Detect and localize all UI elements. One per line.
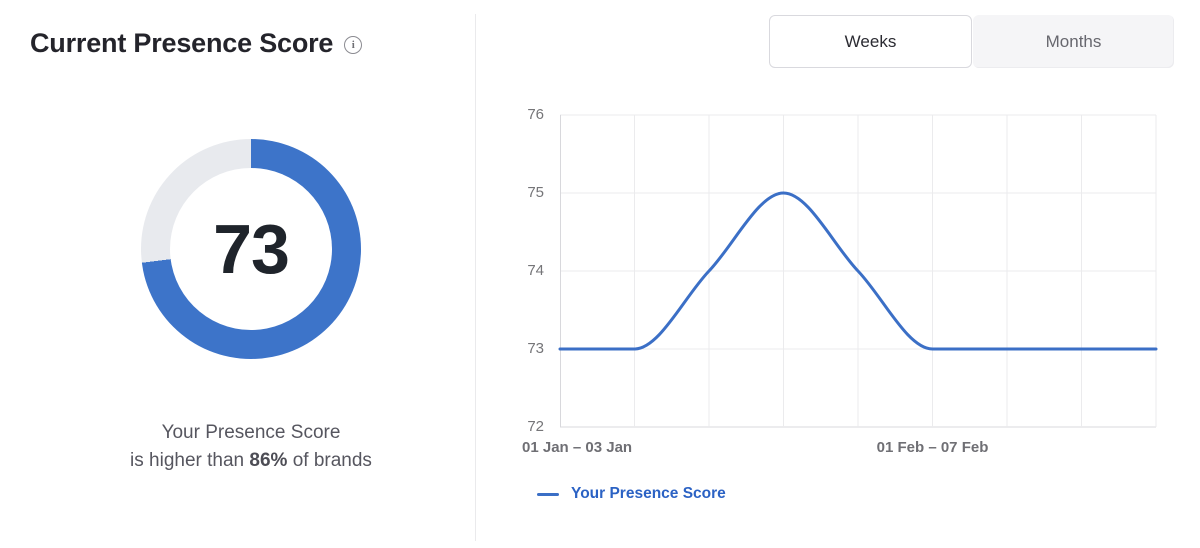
score-subtitle: Your Presence Score is higher than 86% o… bbox=[30, 419, 472, 474]
x-tick-label: 01 Jan – 03 Jan bbox=[522, 439, 633, 456]
line-chart bbox=[558, 114, 1158, 428]
presence-score-line bbox=[558, 191, 1158, 351]
info-icon[interactable]: i bbox=[344, 36, 363, 54]
y-tick-label: 72 bbox=[527, 418, 544, 435]
score-donut-hole: 73 bbox=[170, 168, 332, 330]
x-tick-label: 01 Feb – 07 Feb bbox=[876, 439, 989, 456]
tab-months[interactable]: Months bbox=[973, 15, 1174, 68]
y-tick-label: 74 bbox=[527, 262, 544, 279]
y-tick-label: 73 bbox=[527, 340, 544, 357]
subtitle-line2-suffix: of brands bbox=[287, 449, 372, 471]
title-row: Current Presence Score i bbox=[30, 28, 363, 59]
legend-label: Your Presence Score bbox=[571, 485, 726, 502]
score-value: 73 bbox=[213, 210, 290, 288]
y-tick-label: 75 bbox=[527, 184, 544, 201]
chart-legend: Your Presence Score bbox=[537, 485, 726, 503]
score-donut: 73 bbox=[141, 139, 361, 359]
subtitle-line2-prefix: is higher than bbox=[130, 449, 250, 471]
legend-line-swatch bbox=[537, 492, 559, 496]
y-tick-label: 76 bbox=[527, 106, 544, 123]
tab-weeks[interactable]: Weeks bbox=[769, 15, 972, 68]
period-tabs: Weeks Months bbox=[769, 15, 1174, 68]
subtitle-line1: Your Presence Score bbox=[161, 422, 341, 443]
page-title: Current Presence Score bbox=[30, 28, 334, 58]
tab-months-label: Months bbox=[1045, 31, 1102, 51]
line-chart-svg bbox=[558, 114, 1158, 428]
panel-divider bbox=[475, 14, 476, 541]
subtitle-percent: 86% bbox=[249, 449, 288, 471]
tab-weeks-label: Weeks bbox=[844, 31, 897, 51]
